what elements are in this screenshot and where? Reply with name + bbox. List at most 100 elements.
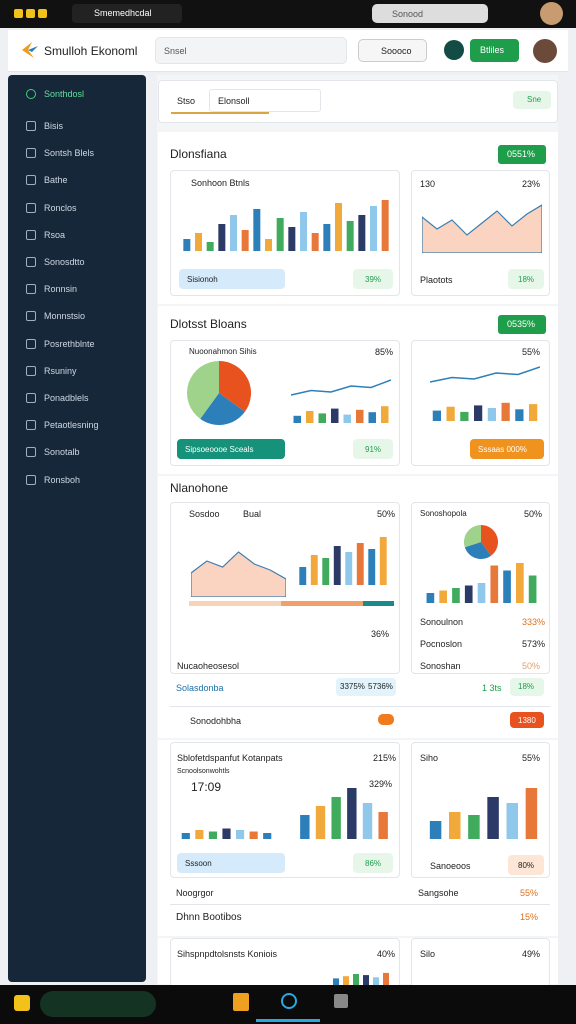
- nav-item[interactable]: Petaotlesning: [44, 420, 99, 431]
- line: [291, 379, 391, 396]
- brand: Smulloh Ekonoml: [44, 44, 138, 58]
- bar: [333, 978, 339, 985]
- icon[interactable]: [233, 993, 249, 1011]
- nav-item[interactable]: Sontsh Blels: [44, 148, 95, 159]
- primary-button[interactable]: Btliles: [470, 39, 519, 62]
- app-pill[interactable]: Smemedhcdal: [72, 4, 182, 23]
- badge-text: 1380: [518, 716, 536, 725]
- pill-text: Sipsoeoooe Sceals: [185, 445, 254, 454]
- card-title: Sblofetdspanfut Kotanpats: [177, 753, 283, 763]
- pill-text: Sisionoh: [187, 275, 218, 284]
- chart: [432, 402, 538, 421]
- value: 40%: [377, 949, 396, 959]
- bar: [363, 975, 369, 985]
- tab[interactable]: Stso: [177, 96, 196, 106]
- area: [191, 551, 286, 597]
- row-label: Sonoshan: [420, 661, 461, 671]
- row-label: Dhnn Bootibos: [176, 912, 242, 923]
- bar: [345, 552, 353, 585]
- bar: [311, 233, 319, 251]
- button[interactable]: Soooco: [358, 39, 427, 62]
- bar: [464, 585, 473, 603]
- nav-icon: [26, 175, 36, 186]
- bar: [343, 414, 351, 423]
- bar: [487, 797, 499, 839]
- bar: [426, 593, 435, 603]
- value: 85%: [375, 347, 394, 357]
- value: 91%: [365, 445, 382, 454]
- nav-item[interactable]: Sonosdtto: [44, 257, 85, 267]
- section-title: Nlanohone: [170, 481, 229, 495]
- nav-item[interactable]: Ronsboh: [44, 474, 81, 485]
- row-value: 50%: [522, 661, 541, 671]
- bar: [383, 972, 389, 985]
- os-bar: Smemedhcdal Sonood: [0, 0, 576, 28]
- bar: [265, 239, 272, 251]
- legend: Bual: [243, 509, 262, 519]
- bar: [373, 977, 379, 985]
- chip[interactable]: Sne: [513, 91, 551, 109]
- section: Dlonsfiana 0551% Sonhoon Btnls Sisionoh …: [158, 132, 558, 304]
- nav-item[interactable]: Sonotalb: [44, 447, 80, 458]
- bar: [368, 412, 376, 423]
- value: 5736%: [368, 682, 393, 691]
- bar: [516, 563, 524, 603]
- nav-item[interactable]: Monnstsio: [44, 311, 86, 322]
- bar: [230, 215, 237, 251]
- search-box[interactable]: Snsel: [155, 37, 347, 64]
- progress: [189, 601, 394, 606]
- pie-chart: [464, 525, 498, 559]
- value: 18%: [518, 682, 535, 691]
- bar: [333, 546, 341, 585]
- bar: [346, 221, 354, 251]
- nav-item[interactable]: Sonthdosl: [44, 89, 85, 99]
- bar: [300, 212, 307, 251]
- avatar[interactable]: [540, 2, 563, 25]
- bar: [335, 203, 342, 251]
- card-title: Sonhoon Btnls: [191, 178, 250, 188]
- bar: [347, 788, 357, 839]
- nav-item[interactable]: Rsuniny: [44, 365, 77, 376]
- bar: [249, 831, 258, 839]
- icon-button[interactable]: [444, 40, 464, 60]
- logo: [22, 42, 38, 58]
- avatar[interactable]: [533, 39, 557, 63]
- value-chip: 3375% 5736%: [336, 678, 396, 696]
- value: 18%: [518, 275, 535, 284]
- icon[interactable]: [334, 994, 348, 1008]
- bar: [300, 815, 310, 839]
- icon[interactable]: [281, 993, 297, 1009]
- chip: 0535%: [498, 315, 546, 334]
- chip-text: Sne: [527, 95, 542, 104]
- card: Siho 55% Sanoeoos 80%: [411, 742, 550, 878]
- nav-item[interactable]: Ponadblels: [44, 393, 89, 403]
- toggle[interactable]: [378, 714, 394, 725]
- chart: [183, 200, 389, 251]
- nav-item[interactable]: Posrethblnte: [44, 338, 95, 349]
- pill: Sisionoh: [179, 269, 285, 289]
- bar: [253, 209, 261, 251]
- task-item[interactable]: [40, 991, 156, 1017]
- area: [422, 204, 542, 253]
- value: 86%: [365, 859, 382, 868]
- nav-item[interactable]: Bathe: [44, 175, 68, 186]
- bar: [306, 411, 314, 423]
- value: 50%: [524, 509, 543, 519]
- nav-icon: [26, 148, 36, 159]
- bar: [468, 815, 480, 839]
- icon[interactable]: [14, 995, 30, 1011]
- nav-item[interactable]: Ronnsin: [44, 284, 78, 295]
- pill-text: Sssoon: [185, 859, 212, 868]
- nav-item[interactable]: Rsoa: [44, 229, 66, 240]
- card: Sonoshopola 50% Sonoulnon 333% Pocnoslon…: [411, 502, 550, 674]
- section: Sihspnpdtolsnsts Koniois 40% Silo 49%: [158, 938, 558, 988]
- bar: [429, 821, 442, 839]
- chart: [299, 537, 387, 585]
- pie-slice: [481, 525, 498, 556]
- search[interactable]: Sonood: [372, 4, 488, 23]
- nav-item[interactable]: Bisis: [44, 121, 64, 131]
- caption: Nucaoheosesol: [177, 661, 240, 671]
- nav-item[interactable]: Ronclos: [44, 202, 77, 213]
- card: Sblofetdspanfut Kotanpats 215% Scnoolson…: [170, 742, 400, 878]
- tab[interactable]: Elonsoll: [209, 89, 321, 112]
